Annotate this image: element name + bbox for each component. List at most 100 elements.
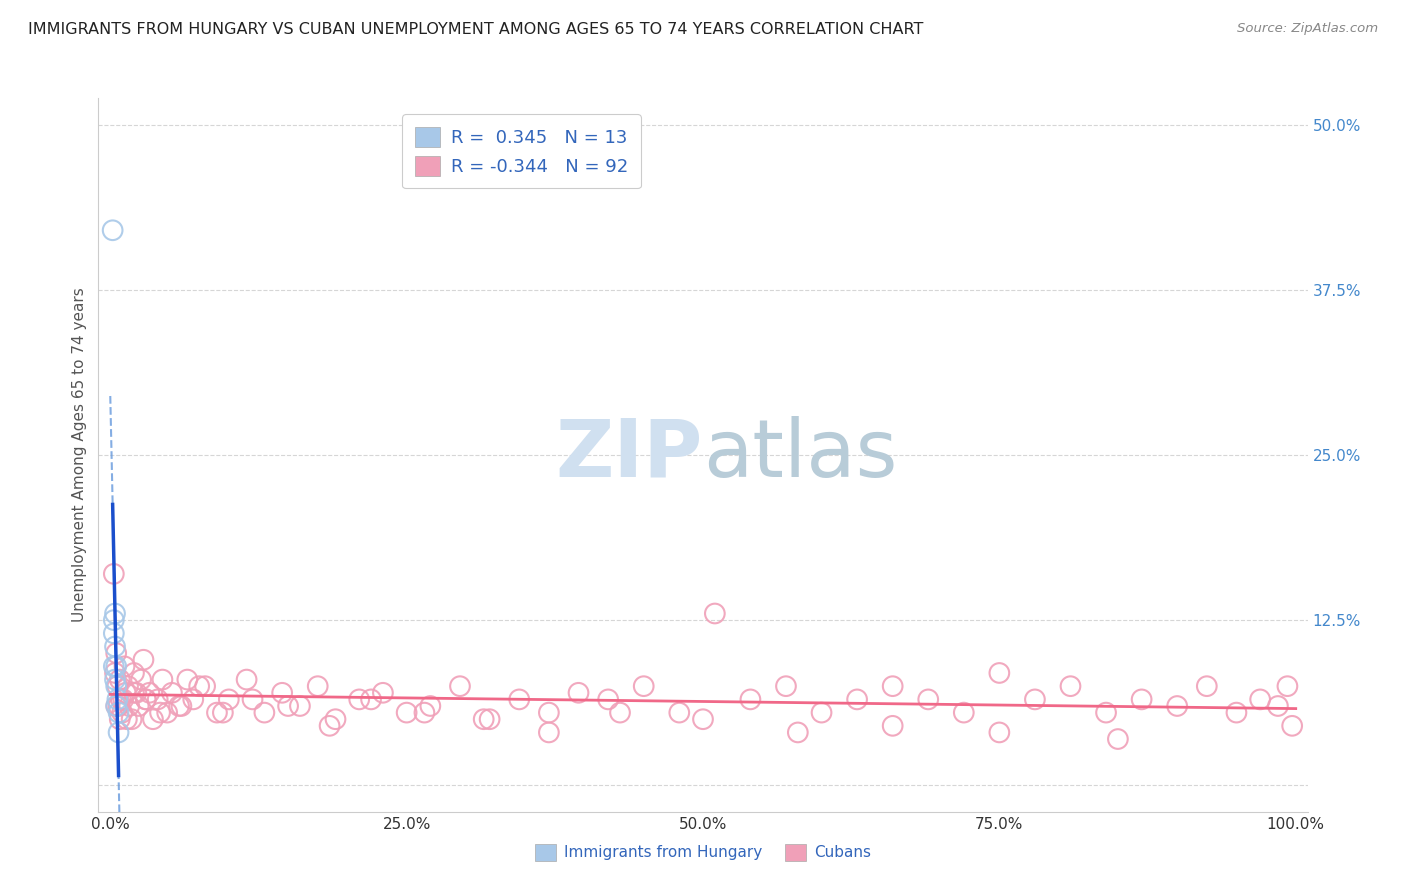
Point bbox=[117, 679, 139, 693]
Point bbox=[786, 725, 808, 739]
Point bbox=[142, 712, 165, 726]
Point bbox=[668, 706, 690, 720]
Point bbox=[1249, 692, 1271, 706]
Point bbox=[105, 698, 128, 713]
Point bbox=[156, 706, 179, 720]
Point bbox=[952, 706, 974, 720]
Point bbox=[104, 607, 127, 621]
Point bbox=[181, 692, 204, 706]
Point bbox=[103, 626, 125, 640]
Point bbox=[122, 686, 145, 700]
Point bbox=[108, 673, 131, 687]
Point bbox=[212, 706, 235, 720]
Point bbox=[132, 653, 155, 667]
Point bbox=[103, 613, 125, 627]
Point bbox=[104, 673, 127, 687]
Point bbox=[740, 692, 762, 706]
Point bbox=[449, 679, 471, 693]
Point bbox=[125, 686, 148, 700]
Point bbox=[609, 706, 631, 720]
Point bbox=[1107, 732, 1129, 747]
Point bbox=[129, 673, 152, 687]
Point bbox=[128, 698, 150, 713]
Point bbox=[325, 712, 347, 726]
Point bbox=[105, 679, 128, 693]
Point bbox=[1281, 719, 1303, 733]
Point bbox=[108, 712, 131, 726]
Text: Source: ZipAtlas.com: Source: ZipAtlas.com bbox=[1237, 22, 1378, 36]
Point bbox=[288, 698, 311, 713]
Point bbox=[472, 712, 495, 726]
Point bbox=[271, 686, 294, 700]
Point bbox=[598, 692, 620, 706]
Point bbox=[988, 725, 1011, 739]
Point bbox=[146, 692, 169, 706]
Point bbox=[176, 673, 198, 687]
Point bbox=[703, 607, 725, 621]
Point bbox=[360, 692, 382, 706]
Point bbox=[104, 640, 127, 654]
Point bbox=[307, 679, 329, 693]
Point bbox=[112, 692, 135, 706]
Point bbox=[347, 692, 370, 706]
Text: ZIP: ZIP bbox=[555, 416, 703, 494]
Point bbox=[103, 566, 125, 581]
Text: IMMIGRANTS FROM HUNGARY VS CUBAN UNEMPLOYMENT AMONG AGES 65 TO 74 YEARS CORRELAT: IMMIGRANTS FROM HUNGARY VS CUBAN UNEMPLO… bbox=[28, 22, 924, 37]
Point bbox=[194, 679, 217, 693]
Point bbox=[115, 712, 138, 726]
Point bbox=[1267, 698, 1289, 713]
Point bbox=[413, 706, 436, 720]
Point bbox=[114, 686, 136, 700]
Point bbox=[537, 725, 560, 739]
Point bbox=[395, 706, 418, 720]
Point bbox=[104, 665, 127, 680]
Point bbox=[105, 698, 128, 713]
Point bbox=[111, 706, 134, 720]
Point bbox=[988, 665, 1011, 680]
Point bbox=[917, 692, 939, 706]
Point bbox=[419, 698, 441, 713]
Point bbox=[105, 646, 128, 660]
Point bbox=[122, 665, 145, 680]
Text: atlas: atlas bbox=[703, 416, 897, 494]
Point bbox=[107, 698, 129, 713]
Point bbox=[135, 692, 157, 706]
Point bbox=[205, 706, 228, 720]
Legend: Immigrants from Hungary, Cubans: Immigrants from Hungary, Cubans bbox=[527, 837, 879, 868]
Point bbox=[1277, 679, 1299, 693]
Point bbox=[107, 706, 129, 720]
Point bbox=[188, 679, 211, 693]
Point bbox=[253, 706, 276, 720]
Point bbox=[118, 698, 141, 713]
Point bbox=[508, 692, 530, 706]
Point bbox=[135, 692, 157, 706]
Point bbox=[160, 686, 183, 700]
Point bbox=[1166, 698, 1188, 713]
Point bbox=[810, 706, 832, 720]
Point bbox=[138, 686, 160, 700]
Point bbox=[633, 679, 655, 693]
Point bbox=[537, 706, 560, 720]
Point bbox=[149, 706, 172, 720]
Point bbox=[882, 719, 904, 733]
Point bbox=[114, 659, 136, 673]
Point bbox=[846, 692, 869, 706]
Point bbox=[1095, 706, 1118, 720]
Point bbox=[567, 686, 589, 700]
Y-axis label: Unemployment Among Ages 65 to 74 years: Unemployment Among Ages 65 to 74 years bbox=[72, 287, 87, 623]
Point bbox=[170, 698, 193, 713]
Point bbox=[235, 673, 257, 687]
Point bbox=[1195, 679, 1218, 693]
Point bbox=[105, 659, 128, 673]
Point bbox=[692, 712, 714, 726]
Point bbox=[1024, 692, 1046, 706]
Point bbox=[478, 712, 501, 726]
Point bbox=[775, 679, 797, 693]
Point bbox=[882, 679, 904, 693]
Point bbox=[1059, 679, 1081, 693]
Point bbox=[103, 659, 125, 673]
Point bbox=[242, 692, 264, 706]
Point bbox=[218, 692, 240, 706]
Point bbox=[318, 719, 340, 733]
Point bbox=[107, 725, 129, 739]
